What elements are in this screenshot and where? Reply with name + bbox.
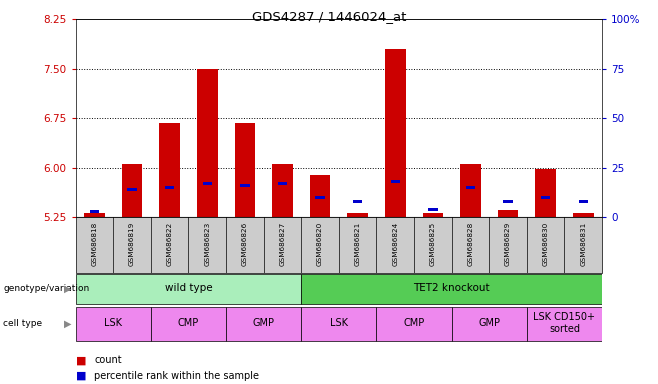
Bar [503, 200, 513, 203]
Bar [278, 182, 287, 185]
Bar [527, 307, 602, 341]
Bar [451, 307, 527, 341]
Text: GSM686820: GSM686820 [317, 222, 323, 266]
Text: GDS4287 / 1446024_at: GDS4287 / 1446024_at [252, 10, 406, 23]
Bar [165, 186, 174, 189]
Text: percentile rank within the sample: percentile rank within the sample [94, 371, 259, 381]
Text: GSM686829: GSM686829 [505, 222, 511, 266]
Bar [347, 213, 368, 217]
Bar [310, 175, 330, 217]
Bar [376, 307, 451, 341]
Text: GSM686827: GSM686827 [280, 222, 286, 266]
Bar [122, 164, 142, 217]
Text: GSM686825: GSM686825 [430, 222, 436, 266]
Bar [240, 184, 249, 187]
Bar [76, 307, 151, 341]
Text: GSM686823: GSM686823 [204, 222, 211, 266]
Bar [301, 307, 376, 341]
Bar [234, 123, 255, 217]
Bar [197, 69, 218, 217]
Bar [578, 200, 588, 203]
Text: ■: ■ [76, 371, 86, 381]
Text: GSM686818: GSM686818 [91, 222, 97, 266]
Bar [573, 213, 594, 217]
Text: GSM686821: GSM686821 [355, 222, 361, 266]
Bar [428, 208, 438, 210]
Text: GSM686828: GSM686828 [467, 222, 474, 266]
Text: GSM686819: GSM686819 [129, 222, 135, 266]
Text: count: count [94, 355, 122, 365]
Bar [385, 49, 405, 217]
Text: GMP: GMP [478, 318, 500, 328]
Bar [301, 274, 602, 304]
Text: GSM686822: GSM686822 [166, 222, 172, 266]
Bar [226, 307, 301, 341]
Text: GSM686826: GSM686826 [242, 222, 248, 266]
Bar [151, 307, 226, 341]
Bar [76, 274, 301, 304]
Bar [353, 200, 363, 203]
Text: ▶: ▶ [64, 284, 71, 294]
Text: GSM686831: GSM686831 [580, 222, 586, 266]
Text: LSK: LSK [330, 318, 348, 328]
Text: ▶: ▶ [64, 319, 71, 329]
Bar [89, 210, 99, 212]
Text: TET2 knockout: TET2 knockout [413, 283, 490, 293]
Text: GSM686824: GSM686824 [392, 222, 398, 266]
Bar [315, 196, 325, 199]
Text: GSM686830: GSM686830 [543, 222, 549, 266]
Text: CMP: CMP [178, 318, 199, 328]
Bar [391, 180, 400, 183]
Bar [128, 188, 137, 191]
Bar [422, 213, 443, 217]
Text: LSK: LSK [104, 318, 122, 328]
Text: GMP: GMP [253, 318, 274, 328]
Text: wild type: wild type [164, 283, 213, 293]
Bar [460, 164, 481, 217]
Bar [203, 182, 212, 185]
Text: CMP: CMP [403, 318, 424, 328]
Bar [536, 169, 556, 217]
Bar [84, 213, 105, 217]
Bar [466, 186, 475, 189]
Text: genotype/variation: genotype/variation [3, 284, 89, 293]
Bar [497, 210, 519, 217]
Bar [272, 164, 293, 217]
Text: ■: ■ [76, 355, 86, 365]
Text: cell type: cell type [3, 319, 42, 328]
Text: LSK CD150+
sorted: LSK CD150+ sorted [534, 312, 595, 334]
Bar [541, 196, 550, 199]
Bar [159, 123, 180, 217]
